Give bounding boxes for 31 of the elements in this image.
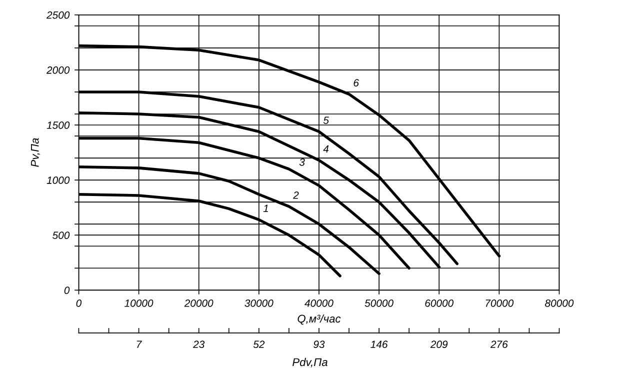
y-tick-label: 0 xyxy=(64,286,70,294)
text: 52 xyxy=(253,340,265,348)
x-tick-label: 20000 xyxy=(184,299,214,307)
y-axis-title: Pv,Па xyxy=(31,138,40,167)
y-tick-label: 2000 xyxy=(46,66,70,74)
text: Pdv,Па xyxy=(292,358,328,368)
text: 93 xyxy=(314,340,325,348)
x-tick-label: 70000 xyxy=(486,299,514,307)
y-tick-label: 1000 xyxy=(46,176,70,184)
x-tick-label: 0 xyxy=(76,299,82,307)
annotation: 3 xyxy=(299,158,305,166)
text: 276 xyxy=(490,340,508,348)
annotation: 5 xyxy=(323,116,329,124)
annotation: 1 xyxy=(263,204,268,212)
x-tick-label: 60000 xyxy=(425,299,454,307)
text: 209 xyxy=(430,340,448,348)
text: 23 xyxy=(193,340,205,348)
y-tick-label: 1500 xyxy=(46,121,70,129)
x-tick-label: 80000 xyxy=(545,299,574,307)
y-tick-label: 500 xyxy=(52,232,70,239)
x-tick-label: 50000 xyxy=(364,299,394,307)
annotation: 2 xyxy=(293,191,299,199)
x-tick-label: 40000 xyxy=(304,299,334,307)
annotation: 6 xyxy=(354,79,359,87)
x-tick-label: 10000 xyxy=(124,299,154,307)
annotation: 4 xyxy=(323,145,329,153)
x-axis-title: Q,м³/час xyxy=(298,314,341,325)
text: 7 xyxy=(136,340,142,348)
x-tick-label: 30000 xyxy=(244,299,274,307)
y-tick-label: 2500 xyxy=(46,11,70,19)
text: 146 xyxy=(370,340,388,348)
